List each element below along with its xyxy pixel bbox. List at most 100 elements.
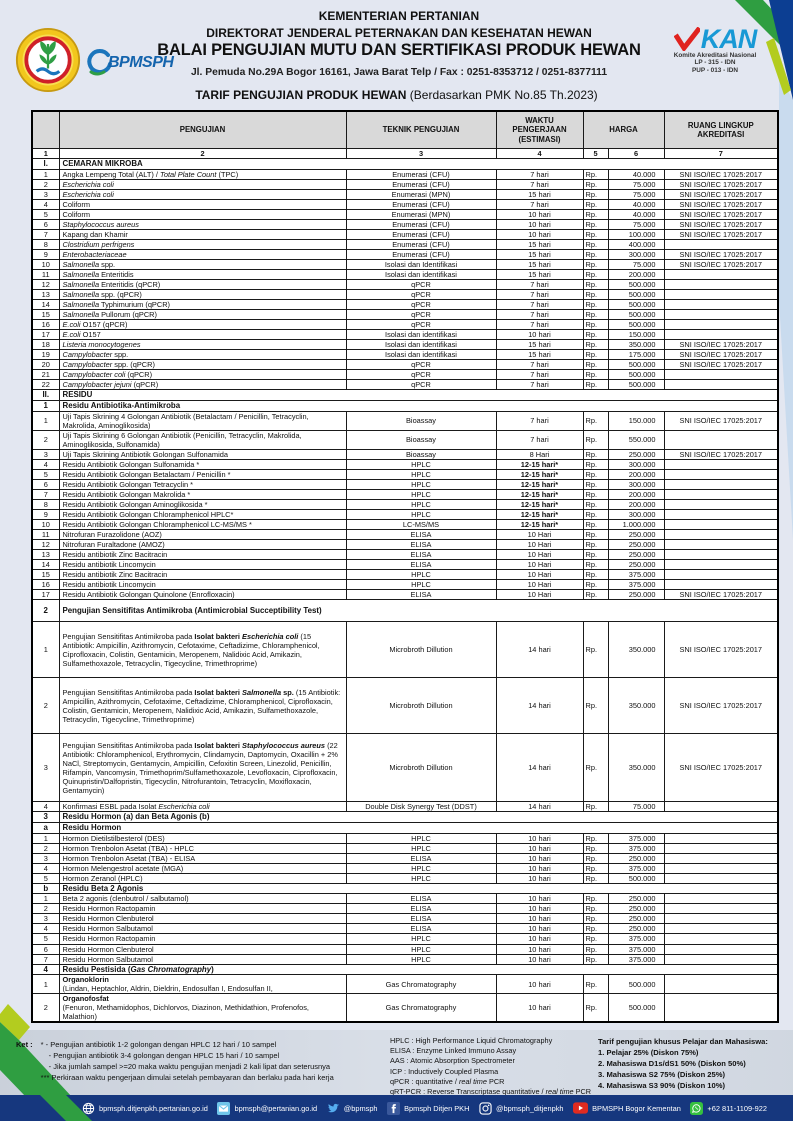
cell-test-name: Salmonella Enteritidis (qPCR)	[58, 279, 347, 291]
document-title-main: TARIF PENGUJIAN PRODUK HEWAN	[195, 88, 407, 102]
discount-block: Tarif pengujian khusus Pelajar dan Mahas…	[598, 1036, 783, 1091]
cell-section-no: 4	[31, 963, 60, 976]
cell-accreditation-scope	[663, 329, 779, 341]
cell-technique: HPLC	[345, 478, 497, 490]
cell-test-name: Hormon Trenbolon Asetat (TBA) - HPLC	[58, 842, 347, 854]
table-row: 2 Pengujian Sensitifitas Antimikroba pada…	[31, 677, 779, 735]
cell-accreditation-scope	[663, 903, 779, 915]
contact-text: BPMSPH Bogor Kementan	[592, 1103, 681, 1113]
email-icon	[217, 1101, 231, 1115]
cell-duration: 12-15 hari*	[495, 478, 584, 490]
cell-technique: HPLC	[345, 488, 497, 500]
cell-no: 1	[31, 974, 60, 995]
cell-currency: Rp.	[582, 228, 609, 240]
cell-technique: qPCR	[345, 279, 497, 291]
cell-section-no: a	[31, 821, 60, 834]
cell-technique: Enumerasi (CFU)	[345, 178, 497, 190]
cell-duration: 14 hari	[495, 733, 584, 803]
footnotes: Ket : * - Pengujian antibiotik 1-2 golon…	[16, 1040, 384, 1084]
cell-technique: Isolasi dan Identifikasi	[345, 258, 497, 270]
cell-currency: Rp.	[582, 862, 609, 874]
cell-technique: Gas Chromatography	[345, 974, 497, 995]
cell-technique: Bioassay	[345, 429, 497, 450]
table-row: 4 Konfirmasi ESBL pada Isolat Escherichia…	[31, 801, 779, 813]
cell-duration: 7 hari	[495, 379, 584, 391]
cell-duration: 14 hari	[495, 621, 584, 679]
cell-no: 1	[31, 410, 60, 431]
cell-currency: Rp.	[582, 872, 609, 884]
table-row: 22 Campylobacter jejuni (qPCR) qPCR 7 hari R…	[31, 379, 779, 391]
cell-no: 6	[31, 218, 60, 230]
cell-no: 18	[31, 339, 60, 351]
cell-currency: Rp.	[582, 198, 609, 210]
cell-no: 6	[31, 943, 60, 955]
cell-test-name: Campylobacter coli (qPCR)	[58, 369, 347, 381]
contact-text: bpmsph.ditjenpkh.pertanian.go.id	[99, 1103, 208, 1113]
cell-test-name: Residu Hormon Salbutamol	[58, 923, 347, 935]
cell-technique: Enumerasi (CFU)	[345, 218, 497, 230]
cell-duration: 12-15 hari*	[495, 468, 584, 480]
col-number: 1	[31, 147, 60, 160]
cell-duration: 14 hari	[495, 801, 584, 813]
cell-technique: Gas Chromatography	[345, 993, 497, 1023]
cell-technique: ELISA	[345, 923, 497, 935]
cell-no: 4	[31, 862, 60, 874]
cell-accreditation-scope	[663, 319, 779, 331]
cell-accreditation-scope: SNI ISO/IEC 17025:2017	[663, 248, 779, 260]
cell-no: 16	[31, 319, 60, 331]
cell-test-name: Angka Lempeng Total (ALT) / Total Plate …	[58, 168, 347, 180]
cell-price: 500.000	[607, 299, 665, 311]
cell-currency: Rp.	[582, 289, 609, 301]
table-row: 14 Salmonella Typhimurium (qPCR) qPCR 7 har…	[31, 299, 779, 311]
col-number: 7	[663, 147, 779, 160]
cell-accreditation-scope	[663, 458, 779, 470]
cell-duration: 7 hari	[495, 168, 584, 180]
table-row: 1 Beta 2 agonis (clenbutrol / salbutamol)…	[31, 893, 779, 905]
cell-duration: 7 hari	[495, 279, 584, 291]
footnote-line: *** Perkiraan waktu pengerjaan dimulai s…	[40, 1072, 334, 1082]
cell-test-name: Residu Hormon Ractopamin	[58, 903, 347, 915]
cell-test-name: Residu Hormon Salbutamol	[58, 953, 347, 965]
cell-price: 375.000	[607, 953, 665, 965]
cell-currency: Rp.	[582, 903, 609, 915]
cell-accreditation-scope	[663, 993, 779, 1023]
col-header-waktu: WAKTU PENGERJAAN (ESTIMASI)	[495, 110, 584, 149]
cell-price: 200.000	[607, 468, 665, 480]
cell-test-name: E.coli O157	[58, 329, 347, 341]
cell-test-name: Residu Antibiotik Golongan Betalactam / …	[58, 468, 347, 480]
cell-technique: Enumerasi (MPN)	[345, 188, 497, 200]
cell-price: 375.000	[607, 943, 665, 955]
cell-accreditation-scope: SNI ISO/IEC 17025:2017	[663, 339, 779, 351]
cell-section-no: 3	[31, 811, 60, 823]
header-agency: BALAI PENGUJIAN MUTU DAN SERTIFIKASI PRO…	[157, 41, 641, 59]
cell-no: 3	[31, 188, 60, 200]
cell-duration: 10 Hari	[495, 589, 584, 601]
kan-accreditation-2: PUP - 013 - IDN	[691, 67, 739, 75]
cell-test-name: Hormon Zeranol (HPLC)	[58, 872, 347, 884]
col-number: 3	[345, 147, 497, 160]
cell-test-name: Hormon Melengestrol acetate (MGA)	[58, 862, 347, 874]
cell-test-name: Salmonella Enteritidis	[58, 268, 347, 281]
cell-test-name: Uji Tapis Skrining 4 Golongan Antibiotik…	[58, 410, 347, 431]
cell-currency: Rp.	[582, 508, 609, 520]
cell-technique: qPCR	[345, 299, 497, 311]
cell-accreditation-scope: SNI ISO/IEC 17025:2017	[663, 178, 779, 190]
table-row: 20 Campylobacter spp. (qPCR) qPCR 7 hari Rp.…	[31, 359, 779, 371]
cell-price: 250.000	[607, 529, 665, 541]
cell-no: 11	[31, 268, 60, 281]
cell-price: 300.000	[607, 508, 665, 520]
table-row: 3 Escherichia coli Enumerasi (MPN) 15 hari R…	[31, 188, 779, 200]
cell-currency: Rp.	[582, 379, 609, 391]
cell-price: 75.000	[607, 178, 665, 190]
cell-currency: Rp.	[582, 953, 609, 965]
table-row: 5 Residu Antibiotik Golongan Betalactam /…	[31, 468, 779, 480]
cell-currency: Rp.	[582, 309, 609, 321]
discount-line: 1. Pelajar 25% (Diskon 75%)	[598, 1048, 699, 1057]
cell-duration: 7 hari	[495, 319, 584, 331]
cell-price: 40.000	[607, 168, 665, 180]
table-row: 1 Organoklorin (Lindan, Heptachlor, Aldrin…	[31, 974, 779, 995]
cell-no: 9	[31, 248, 60, 260]
abbreviation-line: qPCR : quantitative / real time PCR	[390, 1076, 505, 1086]
cell-test-name: Residu Hormon Ractopamin	[58, 933, 347, 945]
cell-no: 4	[31, 458, 60, 470]
